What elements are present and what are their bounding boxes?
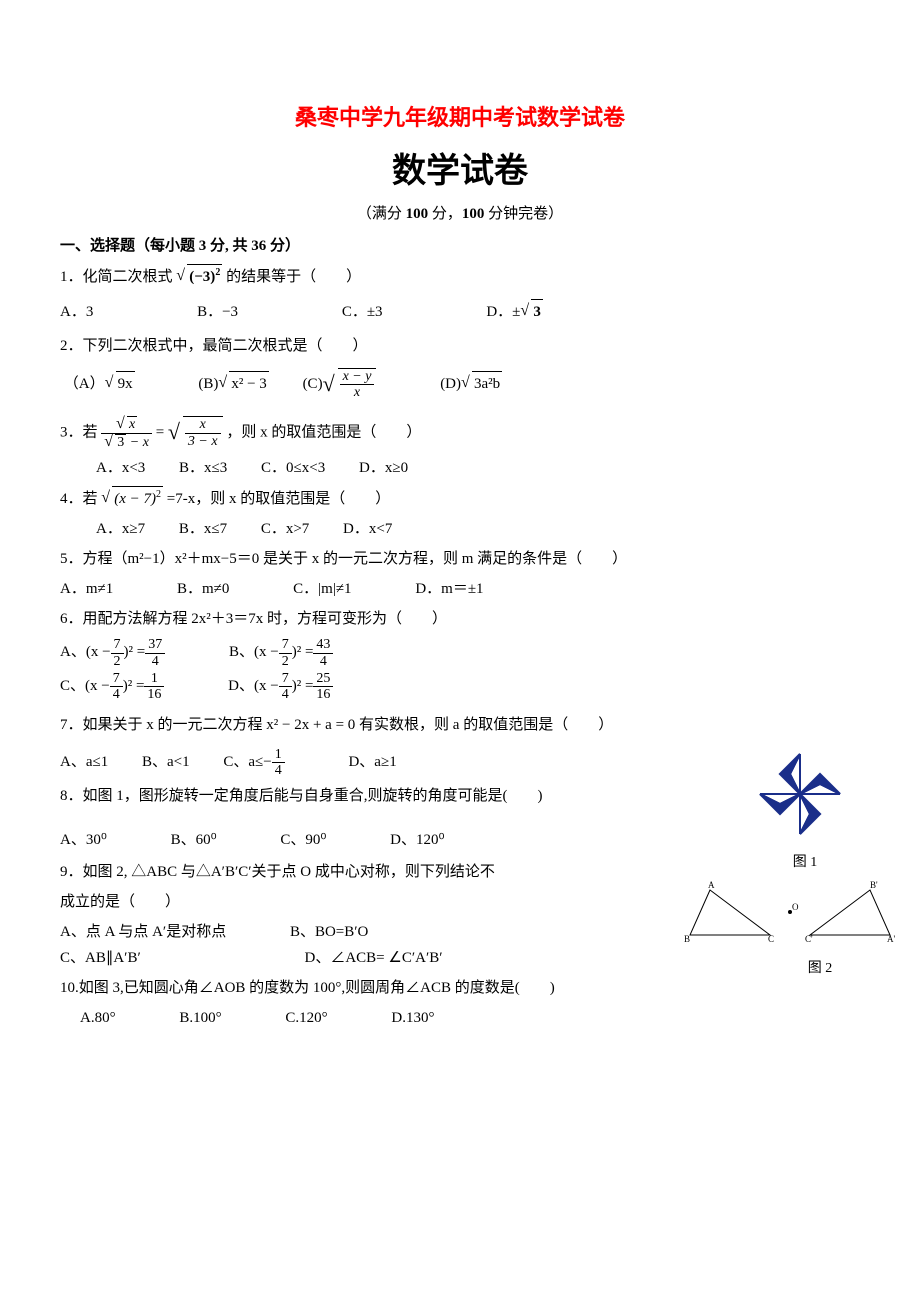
figure-2: A B C O C' A' B' 图 2 [680, 880, 900, 980]
question-7: 7．如果关于 x 的一元二次方程 x² − 2x + a = 0 有实数根，则 … [60, 713, 860, 737]
q7-options: A、a≤1 B、a<1 C、a≤− 14 D、a≥1 [60, 747, 860, 779]
q8-wrap: 图 1 8．如图 1，图形旋转一定角度后能与自身重合,则旋转的角度可能是( ) … [60, 784, 860, 852]
q1-A: A．3 [60, 300, 93, 324]
school-title: 桑枣中学九年级期中考试数学试卷 [60, 100, 860, 135]
q8-stem: 8．如图 1，图形旋转一定角度后能与自身重合,则旋转的角度可能是( ) [60, 788, 543, 804]
q2-C: (C) x − yx [303, 368, 377, 401]
q2-D: (D) 3a²b [440, 371, 502, 396]
figure-1: 图 1 [750, 744, 860, 874]
q1-options: A．3 B．−3 C．±3 D．±3 [60, 299, 860, 324]
q3-B: B．x≤3 [179, 456, 227, 480]
q1-D: D．±3 [486, 299, 543, 324]
paper-subtitle: （满分 100 分，100 分钟完卷） [60, 202, 860, 226]
svg-text:B: B [684, 934, 690, 944]
q3-stem-pre: 3．若 [60, 425, 101, 441]
q9-wrap: A B C O C' A' B' 图 2 9．如图 2, △ABC 与△A′B′… [60, 860, 860, 970]
q6-A: A、(x − 72)² = 374 [60, 637, 165, 669]
q10-options: A.80° B.100° C.120° D.130° [80, 1006, 860, 1030]
q4-D: D．x<7 [343, 517, 392, 541]
q8-B: B、60⁰ [171, 828, 217, 852]
q4-B: B．x≤7 [179, 517, 227, 541]
q8-C: C、90⁰ [280, 828, 326, 852]
q6-options-row1: A、(x − 72)² = 374 B、(x − 72)² = 434 [60, 637, 860, 669]
q4-options: A．x≥7 B．x≤7 C．x>7 D．x<7 [96, 517, 860, 541]
q5-options: A．m≠1 B．m≠0 C．|m|≠1 D．m＝±1 [60, 577, 860, 601]
q2-A: （A）9x [60, 371, 135, 396]
question-3: 3．若 x 3 − x = x3 − x ，则 x 的取值范围是（ ） [60, 416, 860, 450]
q4-A: A．x≥7 [96, 517, 145, 541]
q10-A: A.80° [80, 1006, 116, 1030]
q1-C: C．±3 [342, 300, 383, 324]
question-2: 2．下列二次根式中，最简二次根式是（ ） [60, 334, 860, 358]
q2-stem: 2．下列二次根式中，最简二次根式是（ ） [60, 338, 368, 354]
q8-options: A、30⁰ B、60⁰ C、90⁰ D、120⁰ [60, 828, 860, 852]
question-8: 8．如图 1，图形旋转一定角度后能与自身重合,则旋转的角度可能是( ) [60, 784, 860, 808]
q4-sqrt: (x − 7)2 [101, 486, 163, 511]
svg-text:A': A' [887, 934, 895, 944]
q10-B: B.100° [179, 1006, 221, 1030]
q7-C: C、a≤− 14 [223, 747, 284, 779]
q6-D: D、(x − 74)² = 2516 [228, 671, 333, 703]
q3-lhs: x 3 − x [101, 416, 152, 450]
q7-stem: 7．如果关于 x 的一元二次方程 x² − 2x + a = 0 有实数根，则 … [60, 717, 613, 733]
q2-B: (B) x² − 3 [198, 371, 268, 396]
q4-C: C．x>7 [261, 517, 309, 541]
q1-sqrt: (−3)2 [176, 264, 222, 289]
q5-stem: 5．方程（m²−1）x²＋mx−5＝0 是关于 x 的一元二次方程，则 m 满足… [60, 551, 627, 567]
q5-C: C．|m|≠1 [293, 577, 351, 601]
svg-text:B': B' [870, 880, 878, 890]
q9-A: A、点 A 与点 A′是对称点 [60, 920, 226, 944]
q7-A: A、a≤1 [60, 750, 108, 774]
q6-options-row2: C、(x − 74)² = 116 D、(x − 74)² = 2516 [60, 671, 860, 703]
q9-stem2: 成立的是（ ） [60, 894, 180, 910]
q1-B: B．−3 [197, 300, 238, 324]
q7-B: B、a<1 [142, 750, 190, 774]
question-6: 6．用配方法解方程 2x²＋3＝7x 时，方程可变形为（ ） [60, 607, 860, 631]
svg-text:C': C' [805, 934, 813, 944]
q1-stem-post: 的结果等于（ ） [226, 269, 361, 285]
q10-D: D.130° [391, 1006, 434, 1030]
question-4: 4．若 (x − 7)2 =7-x，则 x 的取值范围是（ ） [60, 486, 860, 511]
q6-B: B、(x − 72)² = 434 [229, 637, 333, 669]
q3-D: D．x≥0 [359, 456, 408, 480]
q5-D: D．m＝±1 [415, 577, 483, 601]
q2-options: （A）9x (B) x² − 3 (C) x − yx (D) 3a²b [60, 368, 860, 401]
q6-C: C、(x − 74)² = 116 [60, 671, 164, 703]
svg-text:A: A [708, 880, 715, 890]
svg-text:O: O [792, 902, 799, 912]
question-5: 5．方程（m²−1）x²＋mx−5＝0 是关于 x 的一元二次方程，则 m 满足… [60, 547, 860, 571]
q3-options: A．x<3 B．x≤3 C．0≤x<3 D．x≥0 [96, 456, 860, 480]
q10-stem: 10.如图 3,已知圆心角∠AOB 的度数为 100°,则圆周角∠ACB 的度数… [60, 980, 555, 996]
q10-C: C.120° [285, 1006, 327, 1030]
svg-text:C: C [768, 934, 774, 944]
q9-D: D、∠ACB= ∠C′A′B′ [305, 946, 443, 970]
windmill-icon [750, 744, 850, 844]
q8-A: A、30⁰ [60, 828, 107, 852]
q4-stem-pre: 4．若 [60, 491, 101, 507]
q3-stem-post: ，则 x 的取值范围是（ ） [226, 425, 421, 441]
q9-stem1: 9．如图 2, △ABC 与△A′B′C′关于点 O 成中心对称，则下列结论不 [60, 864, 495, 880]
exam-page: 桑枣中学九年级期中考试数学试卷 数学试卷 （满分 100 分，100 分钟完卷）… [0, 0, 920, 1072]
q6-stem: 6．用配方法解方程 2x²＋3＝7x 时，方程可变形为（ ） [60, 611, 447, 627]
q9-C: C、AB∥A′B′ [60, 946, 141, 970]
figure-2-label: 图 2 [740, 958, 900, 980]
q5-A: A．m≠1 [60, 577, 113, 601]
section-1-head: 一、选择题（每小题 3 分, 共 36 分） [60, 234, 860, 258]
q3-A: A．x<3 [96, 456, 145, 480]
triangles-icon: A B C O C' A' B' [680, 880, 900, 950]
q1-stem-pre: 1．化简二次根式 [60, 269, 176, 285]
q9-B: B、BO=B′O [290, 920, 368, 944]
q4-stem-post: =7-x，则 x 的取值范围是（ ） [167, 491, 390, 507]
q5-B: B．m≠0 [177, 577, 229, 601]
q7-D: D、a≥1 [348, 750, 396, 774]
q3-C: C．0≤x<3 [261, 456, 325, 480]
question-1: 1．化简二次根式 (−3)2 的结果等于（ ） [60, 264, 860, 289]
paper-title: 数学试卷 [60, 145, 860, 199]
q3-rhs: x3 − x [168, 416, 223, 449]
q8-D: D、120⁰ [390, 828, 444, 852]
